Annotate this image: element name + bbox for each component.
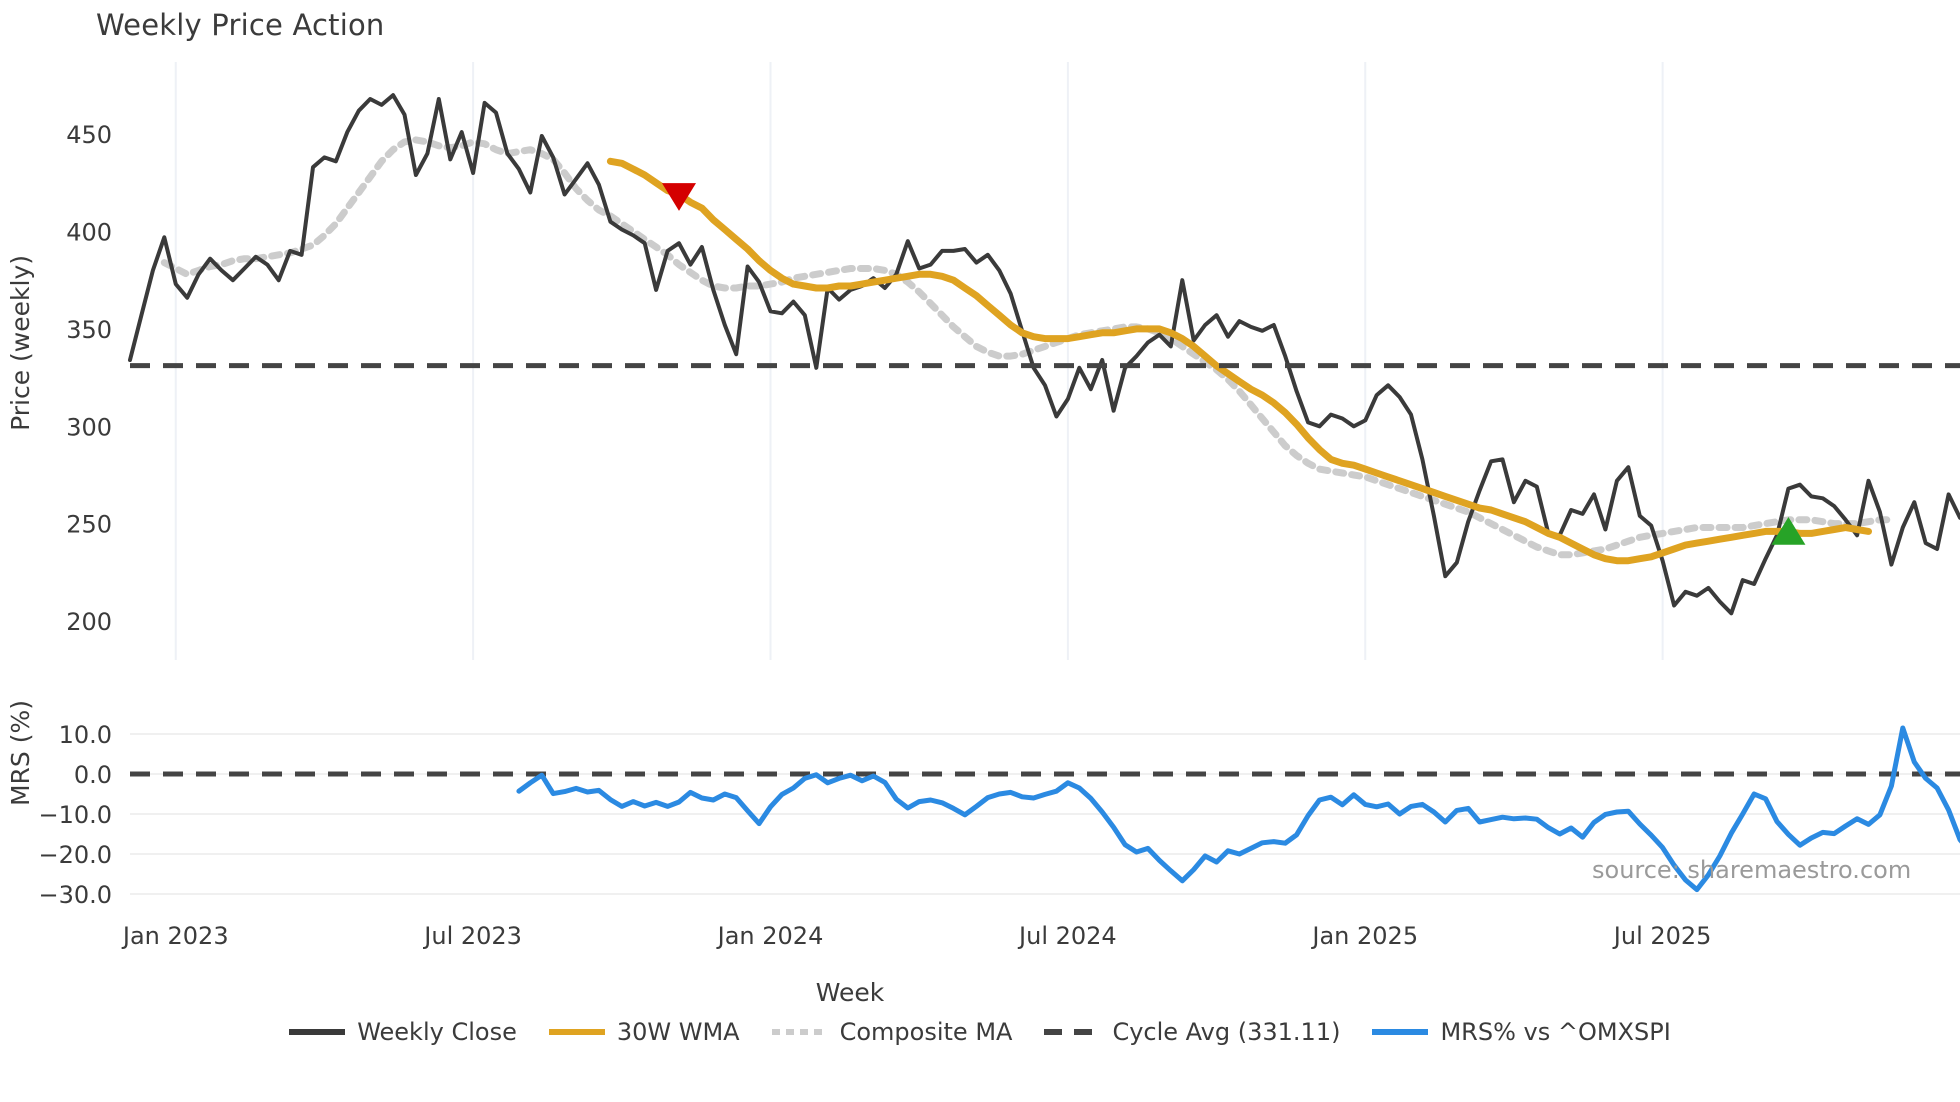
series-weekly-close bbox=[128, 93, 1960, 616]
legend-item-mrs-vs-omxspi[interactable]: MRS% vs ^OMXSPI bbox=[1372, 1018, 1671, 1046]
legend-label: Composite MA bbox=[839, 1018, 1013, 1046]
mrs-y-tick: −20.0 bbox=[38, 841, 112, 869]
legend-swatch bbox=[771, 1029, 828, 1035]
price-y-tick: 200 bbox=[66, 608, 112, 636]
buy-marker bbox=[1771, 516, 1806, 545]
legend-item-cycle-avg-331-11[interactable]: Cycle Avg (331.11) bbox=[1044, 1018, 1340, 1046]
x-tick: Jan 2025 bbox=[1310, 922, 1418, 950]
mrs-y-tick: −10.0 bbox=[38, 801, 112, 829]
mrs-y-tick: −30.0 bbox=[38, 881, 112, 909]
x-tick: Jan 2023 bbox=[121, 922, 229, 950]
page-title: Weekly Price Action bbox=[96, 8, 385, 42]
legend-swatch bbox=[1044, 1029, 1101, 1035]
legend-label: Cycle Avg (331.11) bbox=[1112, 1018, 1341, 1046]
legend-item-composite-ma[interactable]: Composite MA bbox=[771, 1018, 1013, 1046]
legend-label: MRS% vs ^OMXSPI bbox=[1440, 1018, 1671, 1046]
price-y-tick: 450 bbox=[66, 121, 112, 149]
price-y-tick: 250 bbox=[66, 511, 112, 539]
x-tick: Jan 2024 bbox=[716, 922, 824, 950]
x-tick: Jul 2023 bbox=[422, 922, 522, 950]
legend-swatch bbox=[548, 1029, 605, 1035]
legend-label: 30W WMA bbox=[616, 1018, 740, 1046]
price-y-tick: 300 bbox=[66, 413, 112, 441]
legend-item-weekly-close[interactable]: Weekly Close bbox=[289, 1018, 517, 1046]
x-tick: Jul 2024 bbox=[1017, 922, 1117, 950]
mrs-y-tick: 10.0 bbox=[59, 721, 112, 749]
sell-marker bbox=[662, 183, 696, 211]
price-y-tick: 350 bbox=[66, 316, 112, 344]
x-axis-label: Week bbox=[815, 978, 885, 1007]
series-mrs-pct bbox=[516, 725, 1960, 893]
mrs-y-tick: 0.0 bbox=[74, 761, 112, 789]
legend-item-30w-wma[interactable]: 30W WMA bbox=[548, 1018, 740, 1046]
chart-legend: Weekly Close 30W WMA Composite MA Cycle Avg… bbox=[0, 1018, 1960, 1046]
legend-swatch bbox=[289, 1029, 346, 1035]
legend-label: Weekly Close bbox=[357, 1018, 517, 1046]
x-tick: Jul 2025 bbox=[1612, 922, 1712, 950]
legend-swatch bbox=[1372, 1029, 1429, 1035]
series-30w-wma bbox=[606, 157, 1872, 565]
price-y-tick: 400 bbox=[66, 218, 112, 246]
source-watermark: source: sharemaestro.com bbox=[1592, 856, 1912, 884]
